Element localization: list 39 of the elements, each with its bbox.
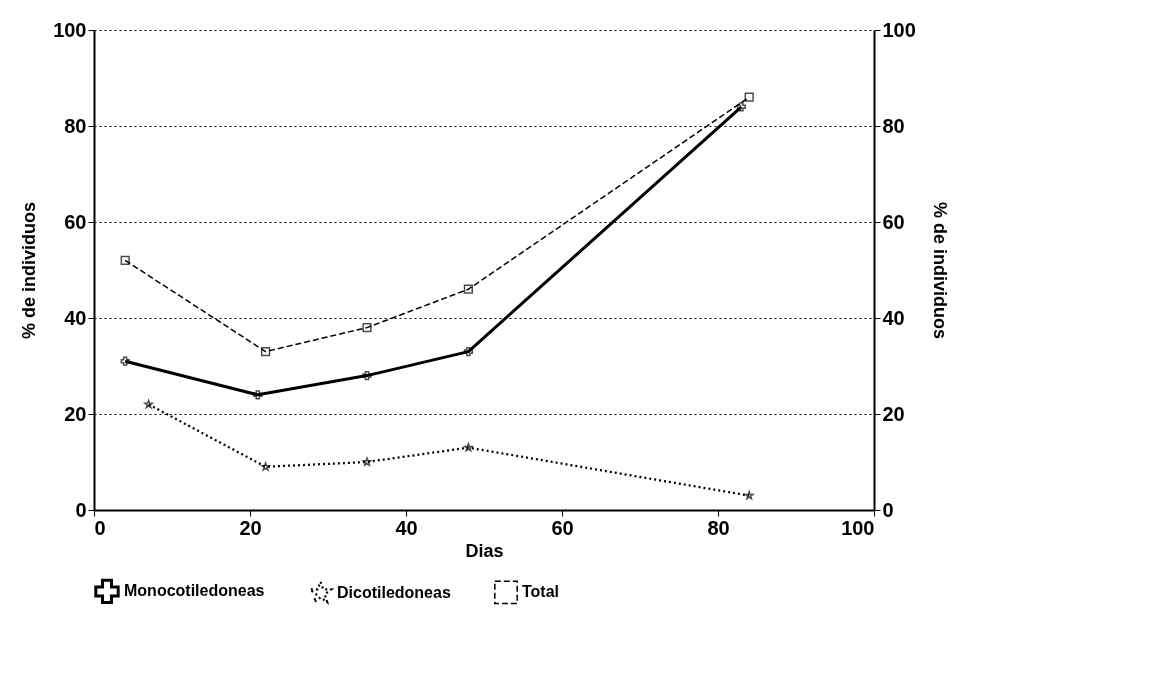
x-tick-label: 20 <box>239 516 262 539</box>
point <box>362 457 372 466</box>
point <box>261 462 271 471</box>
point <box>362 370 372 381</box>
y-tick-label: 40 <box>64 306 87 329</box>
legend-label: Monocotiledoneas <box>124 582 265 600</box>
y2-tick-label: 40 <box>882 306 905 329</box>
legend-label: Total <box>522 583 560 601</box>
point <box>253 390 263 400</box>
point <box>736 102 747 112</box>
x-tick-label: 0 <box>94 516 106 539</box>
x-tick-label: 80 <box>707 516 730 539</box>
x-tick-label: 40 <box>395 516 418 539</box>
y-axis-title: % de individuos <box>19 201 40 340</box>
y2-tick-label: 60 <box>882 210 905 233</box>
point <box>260 346 271 357</box>
y-tick-label: 100 <box>53 18 87 41</box>
y2-tick-label: 0 <box>882 498 894 521</box>
point <box>120 255 130 266</box>
y-tick-label: 60 <box>64 210 87 233</box>
x-tick-label: 100 <box>841 516 875 539</box>
x-tick-label: 60 <box>551 516 574 539</box>
y-tick-label: 0 <box>75 498 87 521</box>
point <box>362 322 372 333</box>
y-tick-label: 80 <box>64 114 87 137</box>
point <box>463 442 473 452</box>
y2-tick-label: 100 <box>882 18 916 41</box>
point <box>744 490 754 500</box>
x-axis-title: Dias <box>465 540 504 561</box>
point <box>463 284 474 294</box>
point <box>120 356 130 366</box>
y2-axis-title: % de individuos <box>929 201 950 340</box>
y2-tick-label: 80 <box>882 114 905 137</box>
y2-tick-label: 20 <box>882 402 905 425</box>
legend-label: Dicotiledoneas <box>337 583 451 601</box>
y-tick-label: 20 <box>64 402 87 425</box>
point <box>463 346 474 357</box>
point <box>144 399 154 409</box>
point <box>744 92 754 102</box>
